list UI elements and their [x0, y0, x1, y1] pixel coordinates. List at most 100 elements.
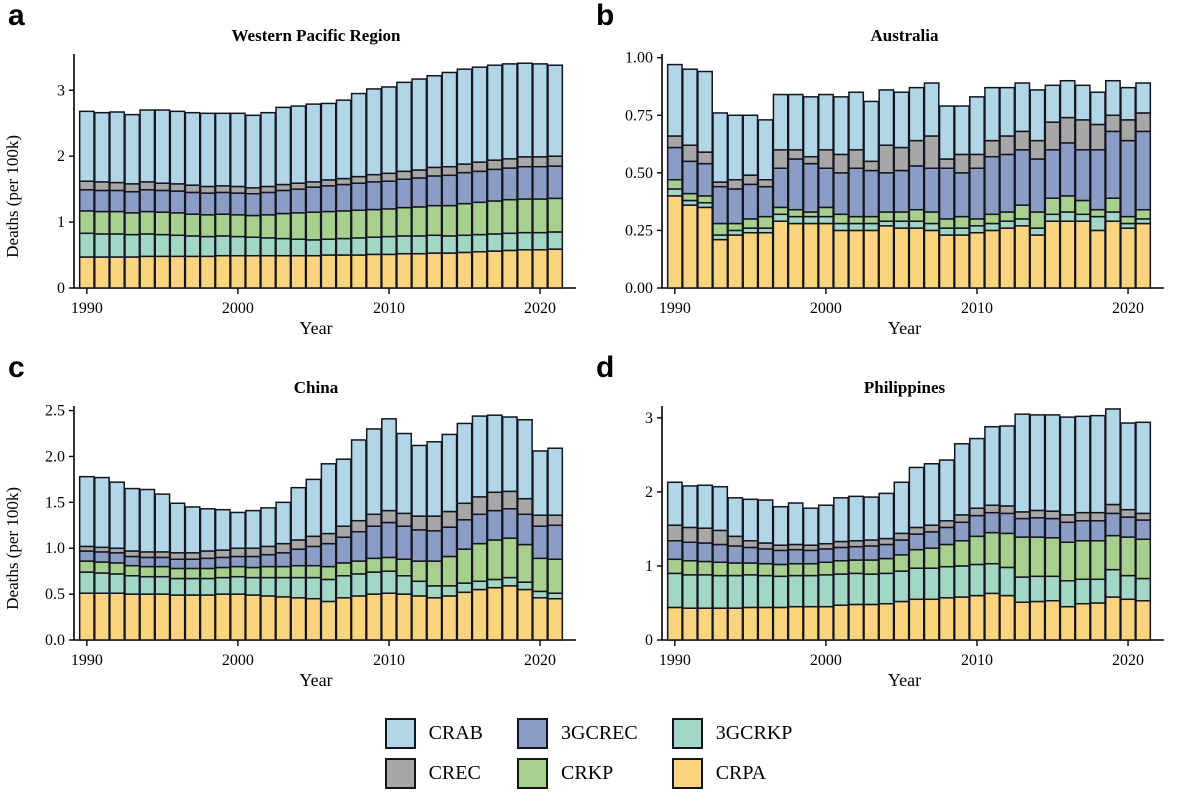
- bar-segment: [863, 100, 880, 163]
- bar-segment: [169, 594, 186, 641]
- bar-segment: [471, 251, 488, 289]
- bar-segment: [727, 607, 744, 641]
- bar-segment: [1074, 119, 1091, 151]
- bar-segment: [1074, 213, 1091, 222]
- bar-segment: [1135, 222, 1152, 289]
- bar-segment: [517, 231, 533, 251]
- bar-segment: [727, 179, 744, 190]
- bar-segment: [78, 571, 95, 594]
- bar-segment: [1105, 568, 1121, 598]
- bar-segment: [1135, 512, 1152, 521]
- bar-segment: [260, 111, 277, 188]
- bar-segment: [471, 201, 488, 236]
- bar-segment: [365, 88, 382, 176]
- panel-letter-b: b: [596, 0, 615, 32]
- bar-segment: [878, 172, 895, 213]
- bar-segment: [1135, 82, 1152, 114]
- bar-segment: [350, 560, 367, 575]
- bar-segment: [666, 606, 683, 641]
- bar-segment: [757, 215, 774, 229]
- y-tick-label: 0.50: [625, 165, 653, 182]
- bar-segment: [124, 487, 141, 552]
- bar-segment: [124, 191, 141, 214]
- bar-segment: [320, 600, 337, 641]
- bar-segment: [666, 188, 683, 197]
- bar-segment: [1044, 149, 1061, 199]
- bar-segment: [1120, 139, 1136, 218]
- bar-segment: [365, 513, 382, 527]
- bar-segment: [169, 212, 186, 237]
- bar-segment: [1014, 82, 1031, 133]
- bar-segment: [953, 596, 970, 641]
- bar-segment: [350, 573, 367, 597]
- bar-segment: [1135, 538, 1152, 580]
- bar-segment: [908, 220, 925, 229]
- bar-segment: [532, 63, 548, 158]
- bar-segment: [275, 254, 292, 289]
- bar-segment: [712, 529, 729, 546]
- bar-segment: [199, 508, 216, 552]
- bar-segment: [411, 515, 428, 531]
- bar-segment: [275, 212, 292, 240]
- bar-segment: [260, 507, 277, 548]
- bar-segment: [772, 606, 789, 641]
- bar-segment: [953, 227, 970, 236]
- bar-segment: [139, 233, 156, 258]
- bar-segment: [999, 594, 1016, 641]
- bar-segment: [350, 254, 367, 289]
- bar-segment: [320, 578, 337, 603]
- bar-segment: [139, 593, 156, 641]
- bar-segment: [848, 149, 865, 169]
- bar-segment: [863, 229, 880, 289]
- bar-segment: [199, 185, 216, 194]
- bar-segment: [953, 521, 970, 542]
- bar-segment: [229, 185, 246, 194]
- bar-segment: [1059, 220, 1076, 289]
- x-tick-label: 2010: [961, 300, 993, 317]
- bar-segment: [1029, 575, 1046, 603]
- bar-segment: [1105, 503, 1121, 515]
- bar-segment: [139, 255, 156, 289]
- bar-segment: [682, 574, 698, 609]
- y-tick-label: 0: [57, 280, 65, 297]
- bar-segment: [1044, 510, 1061, 520]
- legend-item-crpa: CRPA: [671, 758, 793, 789]
- bar-segment: [305, 478, 322, 538]
- bar-segment: [517, 165, 533, 200]
- bar-segment: [727, 114, 744, 181]
- bar-segment: [1014, 130, 1031, 151]
- bar-segment: [517, 588, 533, 641]
- bar-segment: [772, 505, 789, 546]
- bar-segment: [712, 238, 729, 289]
- x-tick-label: 2010: [961, 652, 993, 669]
- x-tick-label: 1990: [71, 300, 103, 317]
- bar-segment: [275, 501, 292, 545]
- bar-segment: [260, 545, 277, 556]
- bar-segment: [757, 574, 774, 609]
- bar-segment: [1059, 142, 1076, 197]
- bar-segment: [863, 169, 880, 218]
- legend-item-crkp: CRKP: [517, 758, 638, 789]
- bar-segment: [1105, 197, 1121, 213]
- bar-segment: [365, 593, 382, 641]
- chart-row-b: 0.00 0.25 0.50 0.75 1.00 1990 2000 2010 2020: [588, 48, 1177, 344]
- bar-segment: [260, 237, 277, 257]
- bar-segment: [1120, 119, 1136, 142]
- bar-segment: [396, 206, 413, 237]
- bar-segment: [742, 606, 759, 641]
- bar-segment: [245, 254, 261, 289]
- bar-segment: [878, 543, 895, 560]
- bar-segment: [411, 444, 428, 517]
- bar-segment: [305, 545, 322, 567]
- bar-segment: [666, 481, 683, 526]
- bar-segment: [938, 167, 955, 220]
- x-tick-label: 2000: [222, 300, 254, 317]
- bar-segment: [908, 165, 925, 211]
- bar-segment: [772, 93, 789, 151]
- bar-segment: [817, 542, 834, 550]
- bar-segment: [923, 135, 940, 169]
- bar-segment: [411, 177, 428, 208]
- legend-label-3gcrkp: 3GCRKP: [715, 722, 793, 744]
- bar-segment: [817, 574, 834, 608]
- bar-segment: [1029, 536, 1046, 578]
